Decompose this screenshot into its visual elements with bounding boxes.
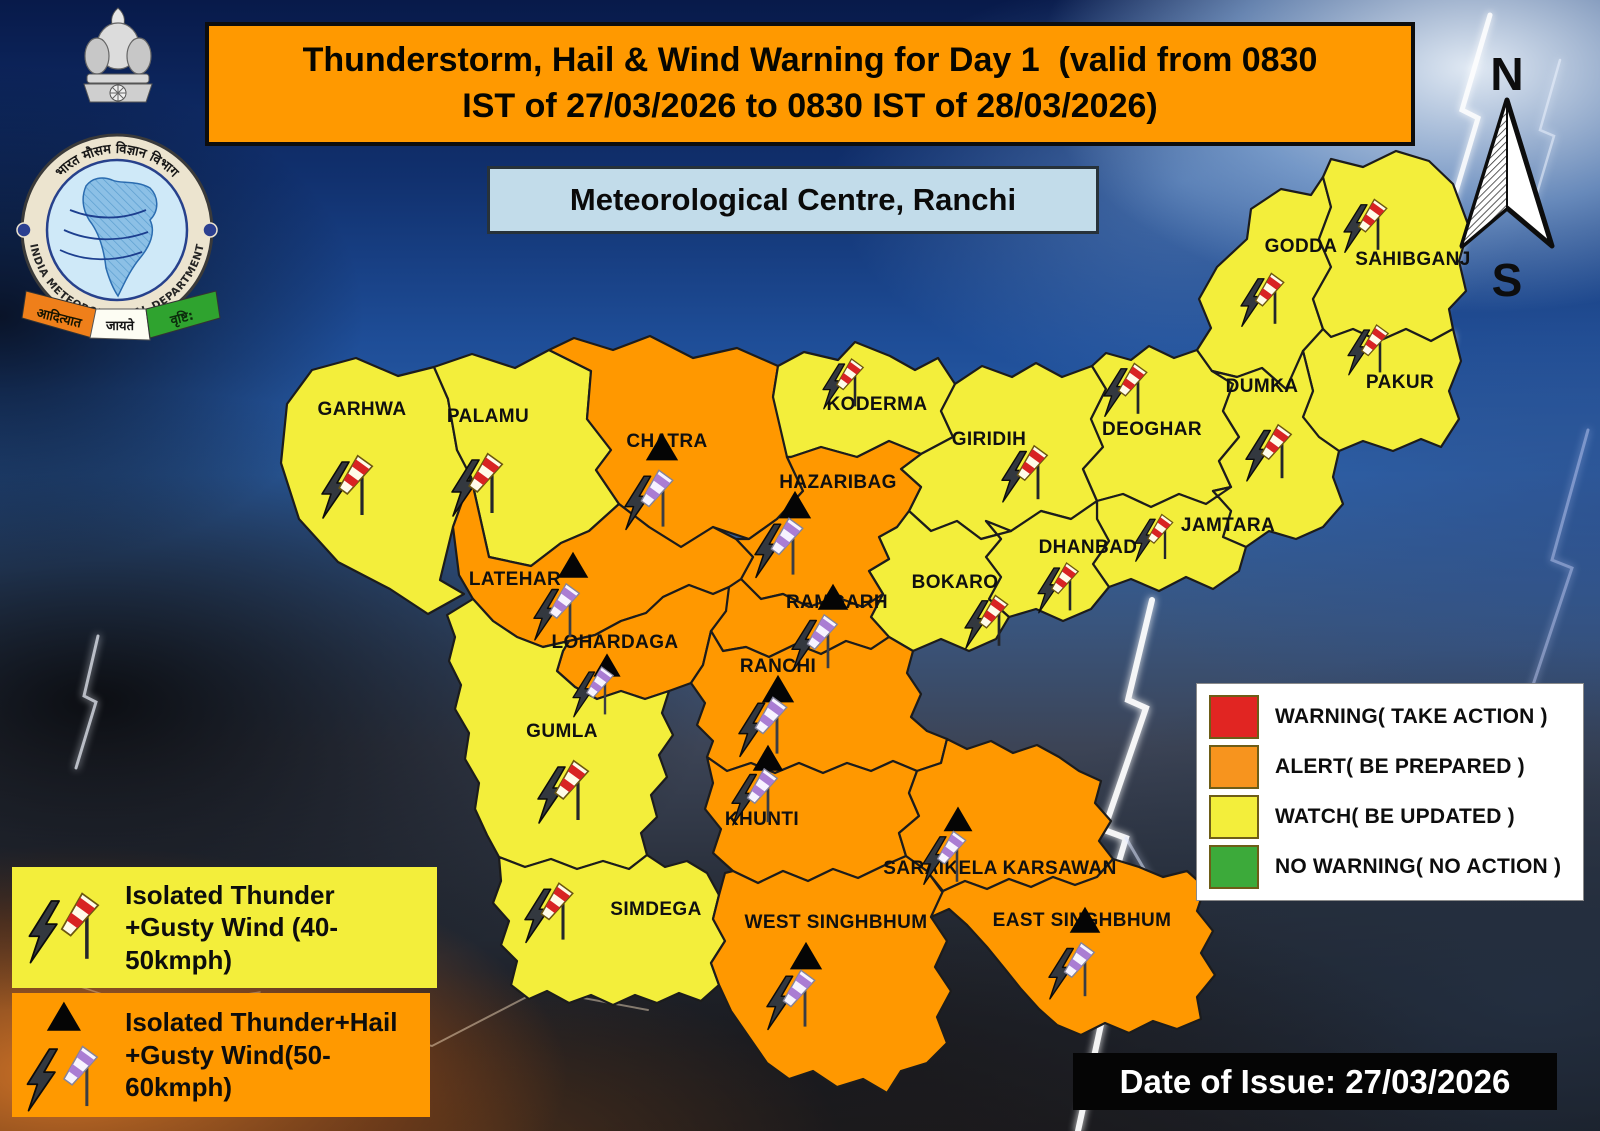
alert-label: ALERT( BE PREPARED )	[1275, 755, 1525, 778]
thunder-gust-legend: Isolated Thunder +Gusty Wind (40-50kmph)	[12, 867, 437, 988]
warning-title-banner: Thunderstorm, Hail & Wind Warning for Da…	[205, 22, 1415, 146]
district-label-simdega: SIMDEGA	[610, 899, 701, 920]
warning-title-text: Thunderstorm, Hail & Wind Warning for Da…	[302, 41, 1318, 125]
date-of-issue-box: Date of Issue: 27/03/2026	[1073, 1053, 1557, 1110]
district-west-singhbhum	[709, 854, 953, 1095]
district-label-dhanbad: DHANBAD	[1039, 537, 1138, 558]
district-simdega	[491, 853, 727, 1007]
logo-motto-ribbon: आदित्यात जायते वृष्टि:	[21, 290, 221, 341]
thunder-hail-gust-icon	[26, 1001, 99, 1112]
district-regions	[279, 149, 1471, 1095]
watch-color-swatch	[1209, 795, 1259, 839]
thunder-gust-line1: Isolated Thunder	[125, 879, 335, 910]
district-east-singhbhum	[929, 857, 1217, 1037]
district-label-sahibganj: SAHIBGANJ	[1355, 249, 1471, 270]
ashoka-emblem-icon	[83, 7, 153, 103]
compass-south-label: S	[1492, 254, 1523, 306]
met-centre-banner: Meteorological Centre, Ranchi	[487, 166, 1099, 234]
warning-label: WARNING( TAKE ACTION )	[1275, 705, 1548, 728]
district-label-palamu: PALAMU	[447, 406, 529, 427]
district-label-latehar: LATEHAR	[469, 569, 561, 590]
alert-level-legend: WARNING( TAKE ACTION ) ALERT( BE PREPARE…	[1196, 683, 1584, 901]
district-label-bokaro: BOKARO	[912, 572, 999, 593]
imd-seal-icon: भारत मौसम विज्ञान विभाग INDIA METEOROLOG…	[16, 133, 218, 327]
district-label-khunti: KHUNTI	[725, 809, 799, 830]
district-label-giridih: GIRIDIH	[952, 429, 1027, 450]
district-label-jamtara: JAMTARA	[1181, 515, 1275, 536]
district-label-west-singhbhum: WEST SINGHBHUM	[745, 912, 928, 933]
district-label-garhwa: GARHWA	[318, 399, 407, 420]
alert-color-swatch	[1209, 745, 1259, 789]
motto-right: वृष्टि:	[168, 308, 196, 329]
district-label-deoghar: DEOGHAR	[1102, 419, 1202, 440]
legend-row-watch: WATCH( BE UPDATED )	[1209, 794, 1571, 840]
district-garhwa	[279, 356, 473, 616]
district-label-ranchi: RANCHI	[740, 656, 816, 677]
met-centre-text: Meteorological Centre, Ranchi	[569, 182, 1017, 217]
watch-label: WATCH( BE UPDATED )	[1275, 805, 1515, 828]
lightning-left-small	[74, 634, 100, 770]
district-label-gumla: GUMLA	[526, 721, 598, 742]
date-of-issue-text: Date of Issue: 27/03/2026	[1119, 1062, 1511, 1100]
thunder-hail-line1: Isolated Thunder+Hail	[125, 1007, 398, 1038]
district-label-saraikela-karsawan: SARAIKELA KARSAWAN	[883, 858, 1116, 879]
compass: N S	[1459, 48, 1555, 306]
district-label-dumka: DUMKA	[1226, 376, 1299, 397]
compass-north-label: N	[1490, 48, 1523, 100]
thunder-hail-gust-legend: Isolated Thunder+Hail +Gusty Wind(50-60k…	[12, 993, 430, 1117]
motto-mid: जायते	[105, 318, 135, 334]
district-label-hazaribag: HAZARIBAG	[779, 472, 897, 493]
lightning-top-right-small	[1530, 58, 1562, 212]
thunder-gust-line2: +Gusty Wind (40-50kmph)	[125, 912, 338, 975]
no-warning-label: NO WARNING( NO ACTION )	[1275, 855, 1562, 878]
thunder-gust-icon	[28, 891, 100, 964]
district-label-godda: GODDA	[1265, 236, 1338, 257]
district-labels: GARHWAPALAMUCHATRAKODERMAGIRIDIHDEOGHARG…	[318, 236, 1471, 933]
no-warning-color-swatch	[1209, 845, 1259, 889]
imd-logo: भारत मौसम विज्ञान विभाग INDIA METEOROLOG…	[16, 7, 221, 341]
legend-row-warning: WARNING( TAKE ACTION )	[1209, 694, 1571, 740]
district-gumla	[445, 597, 675, 871]
legend-row-alert: ALERT( BE PREPARED )	[1209, 744, 1571, 790]
district-label-pakur: PAKUR	[1366, 372, 1434, 393]
thunder-hail-line2: +Gusty Wind(50-60kmph)	[125, 1039, 331, 1103]
district-ranchi	[689, 629, 949, 775]
district-label-lohardaga: LOHARDAGA	[551, 632, 678, 653]
district-label-koderma: KODERMA	[827, 394, 928, 415]
legend-row-no-warning: NO WARNING( NO ACTION )	[1209, 844, 1571, 890]
warning-color-swatch	[1209, 695, 1259, 739]
